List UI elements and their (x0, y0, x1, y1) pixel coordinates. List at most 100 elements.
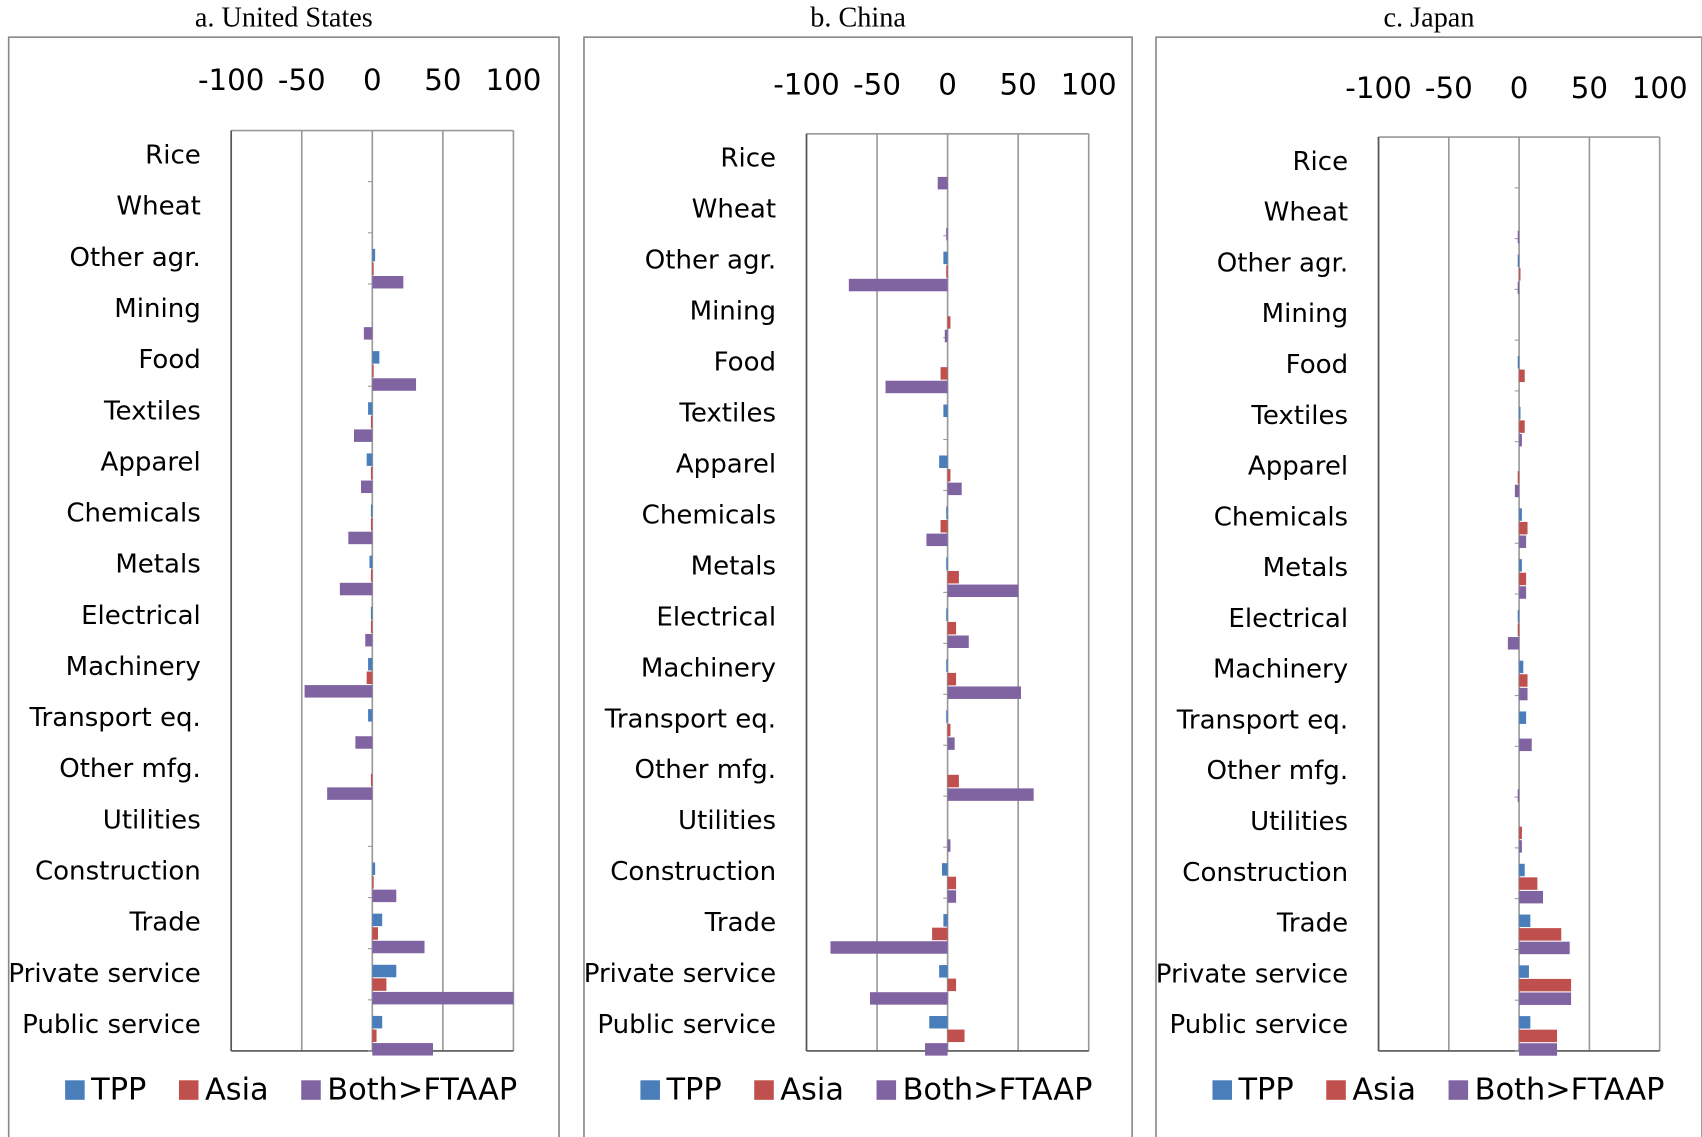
x-tick-label: 100 (1061, 68, 1117, 102)
y-tick-label: Chemicals (66, 499, 200, 529)
y-tick-label: Utilities (1250, 807, 1348, 837)
bar (348, 531, 373, 545)
bar (1519, 268, 1521, 281)
bar (372, 248, 376, 262)
bar (372, 351, 380, 364)
bar (1519, 978, 1572, 992)
bar (1519, 1029, 1558, 1043)
bar (926, 533, 948, 547)
bar (1517, 471, 1520, 484)
bar (869, 992, 948, 1005)
bar (1519, 914, 1531, 928)
legend-label: Asia (205, 1073, 269, 1108)
y-tick-label: Utilities (678, 806, 776, 836)
bar (304, 685, 373, 698)
legend-label: TPP (665, 1073, 721, 1108)
chart-title: c. Japan (1384, 2, 1475, 33)
bar (1519, 508, 1522, 521)
y-tick-label: Other mfg. (59, 754, 201, 784)
y-tick-label: Electrical (656, 602, 776, 632)
y-tick-label: Food (1286, 350, 1348, 380)
y-tick-label: Trade (704, 908, 776, 938)
bar (929, 1016, 948, 1029)
bar (355, 736, 373, 749)
bar (1517, 281, 1520, 295)
y-tick-label: Metals (1263, 553, 1348, 583)
y-tick-label: Other agr. (1217, 248, 1348, 278)
bar (947, 839, 951, 852)
bar (372, 889, 397, 903)
y-tick-label: Chemicals (1214, 502, 1348, 532)
y-tick-label: Wheat (116, 192, 200, 222)
bar (1517, 623, 1520, 636)
bar (830, 941, 948, 954)
y-tick-label: Utilities (103, 805, 201, 835)
bar (372, 1043, 433, 1056)
y-tick-label: Rice (720, 144, 776, 174)
x-tick-label: 0 (1510, 71, 1529, 105)
y-tick-label: Other mfg. (1207, 756, 1349, 786)
bar (370, 773, 373, 787)
bar (947, 737, 955, 750)
panel-border (7, 36, 560, 1137)
bar (1519, 369, 1525, 383)
bar (943, 251, 948, 265)
bar (848, 278, 948, 292)
bar (1517, 230, 1520, 244)
bar (947, 621, 957, 635)
y-tick-label: Metals (691, 551, 776, 581)
bar (947, 723, 951, 737)
y-tick-label: Construction (1182, 858, 1348, 888)
bar (372, 275, 404, 289)
x-tick-label: 100 (485, 63, 541, 97)
legend-label: Asia (780, 1073, 844, 1108)
y-tick-label: Private service (8, 959, 200, 989)
y-tick-label: Transport eq. (604, 704, 776, 734)
bar (370, 415, 373, 429)
x-tick-label: -50 (278, 63, 326, 97)
bar (939, 965, 948, 978)
bar (947, 482, 962, 496)
y-tick-label: Private service (584, 959, 776, 989)
bar (946, 265, 948, 278)
bar (946, 710, 948, 723)
bar (947, 584, 1019, 598)
bar (947, 469, 951, 482)
y-tick-label: Mining (690, 297, 777, 327)
bar (1514, 484, 1520, 498)
bar (366, 671, 373, 685)
x-tick-label: -100 (1345, 71, 1412, 105)
bar (1519, 863, 1525, 877)
chart-title: b. China (810, 2, 906, 33)
legend-swatch (65, 1080, 85, 1100)
bar (372, 862, 376, 875)
x-tick-label: -100 (198, 63, 265, 97)
x-tick-label: 100 (1632, 71, 1688, 105)
bar (372, 927, 378, 940)
y-tick-label: Apparel (101, 447, 201, 477)
x-tick-label: 50 (1571, 71, 1608, 105)
bar (1519, 711, 1527, 724)
bar (1519, 687, 1528, 701)
bar (1519, 738, 1532, 752)
y-tick-label: Metals (115, 550, 200, 580)
bar (370, 620, 373, 633)
bar (1517, 609, 1520, 623)
bar (947, 890, 957, 903)
y-tick-label: Construction (35, 857, 201, 887)
y-tick-label: Transport eq. (1176, 705, 1348, 735)
bar (1519, 660, 1524, 674)
bar (947, 978, 957, 992)
bar (365, 633, 373, 647)
y-tick-label: Other agr. (645, 246, 776, 276)
bar (1519, 890, 1543, 904)
legend-swatch (178, 1080, 199, 1100)
y-tick-label: Electrical (81, 601, 201, 631)
bar (946, 659, 948, 672)
bar (1519, 965, 1529, 978)
bar (363, 327, 373, 340)
bar (940, 367, 948, 380)
bar (372, 876, 374, 889)
bar (370, 466, 373, 480)
